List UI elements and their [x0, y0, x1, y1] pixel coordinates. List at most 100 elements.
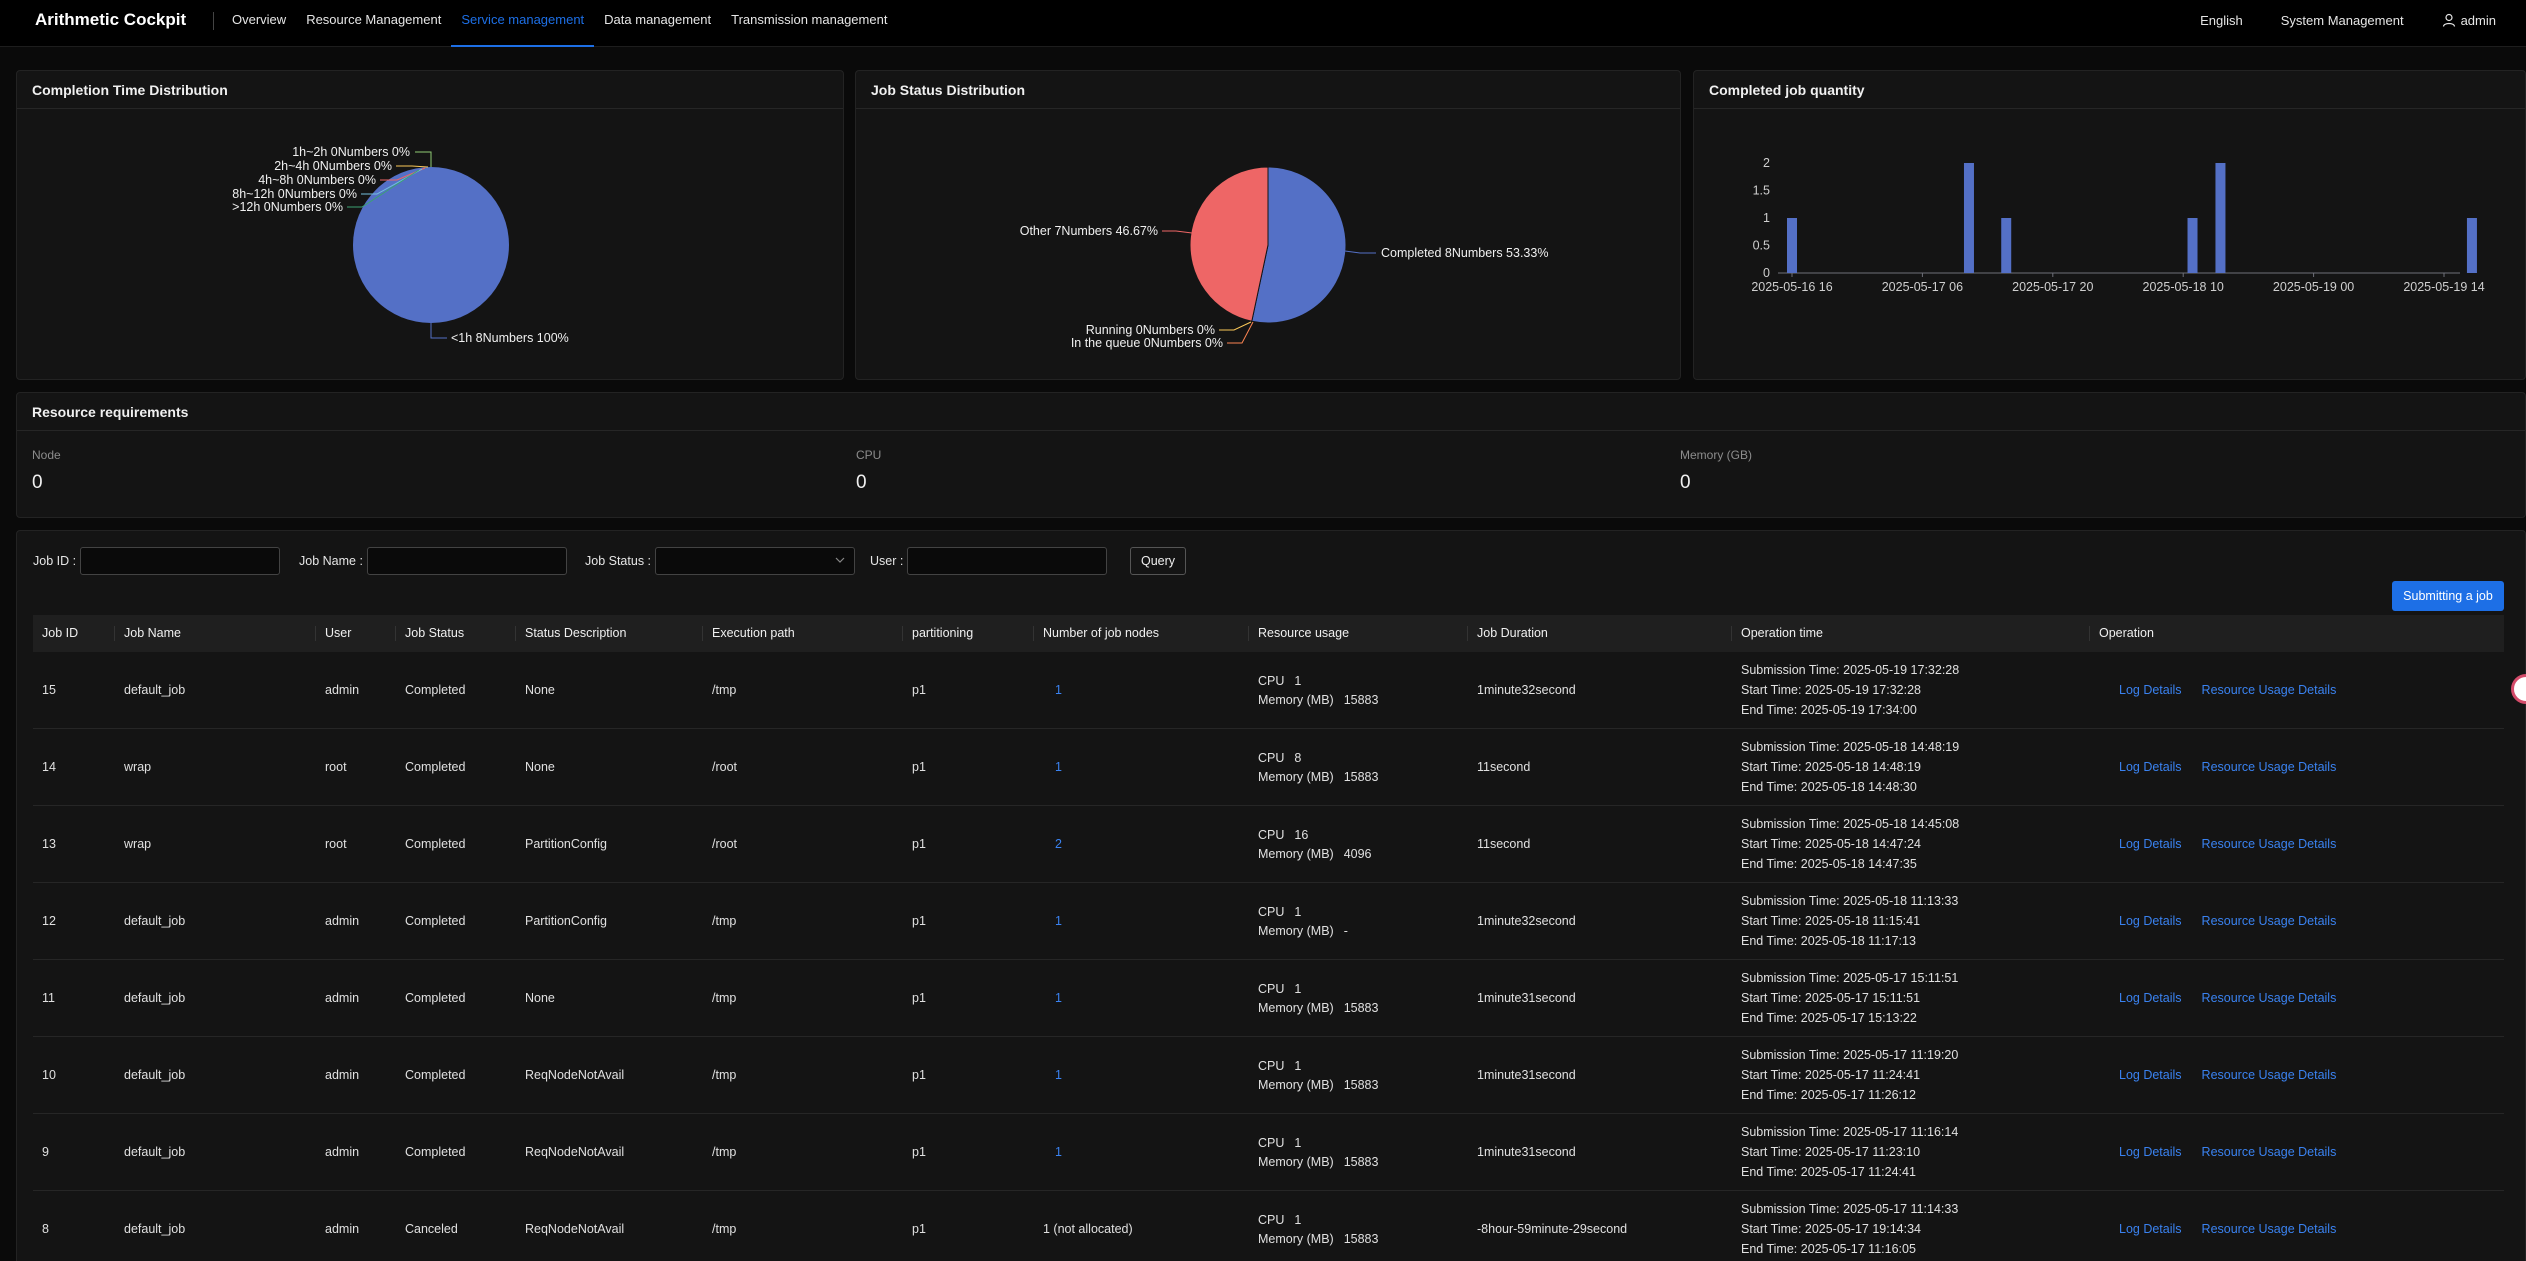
log-details-link[interactable]: Log Details — [2119, 760, 2182, 774]
partition-cell: p1 — [912, 837, 926, 851]
status-description-cell: None — [525, 683, 555, 697]
resource-node-label: Node — [32, 448, 61, 462]
floating-assistant-button[interactable] — [2511, 674, 2526, 704]
job-duration-cell: 1minute32second — [1477, 914, 1576, 928]
job-name-label: Job Name : — [299, 554, 363, 568]
resource-usage-cell: CPU 1 Memory (MB) 15883 — [1249, 960, 1468, 1036]
resource-usage-details-link[interactable]: Resource Usage Details — [2201, 683, 2337, 697]
job-name-cell: default_job — [124, 1145, 186, 1159]
log-details-link[interactable]: Log Details — [2119, 991, 2182, 1005]
query-button[interactable]: Query — [1130, 547, 1186, 575]
job-nodes-link[interactable]: 1 — [1055, 1068, 1062, 1082]
column-header: Operation time — [1732, 615, 2090, 652]
nav-resource-management[interactable]: Resource Management — [306, 12, 442, 27]
cpu-value: 1 — [1294, 904, 1302, 919]
pie-slice[interactable] — [353, 167, 509, 323]
resource-usage-details-link[interactable]: Resource Usage Details — [2201, 1145, 2337, 1159]
job-nodes-text: 1 (not allocated) — [1043, 1222, 1133, 1236]
cpu-label: CPU — [1258, 904, 1285, 919]
resource-usage-details-link[interactable]: Resource Usage Details — [2201, 760, 2337, 774]
nav-service-management[interactable]: Service management — [451, 0, 595, 47]
resource-usage-details-link[interactable]: Resource Usage Details — [2201, 837, 2337, 851]
job-nodes-link[interactable]: 2 — [1055, 837, 1062, 851]
submission-time-value: 2025-05-17 15:11:51 — [1843, 971, 1959, 985]
pie-slice[interactable] — [1251, 166, 1347, 324]
bar[interactable] — [2187, 218, 2198, 273]
job-duration-cell: 1minute31second — [1477, 1145, 1576, 1159]
column-header: Operation — [2099, 626, 2154, 640]
status-description-cell: ReqNodeNotAvail — [525, 1222, 625, 1236]
bar[interactable] — [1787, 218, 1797, 273]
log-details-link[interactable]: Log Details — [2119, 683, 2182, 697]
bar[interactable] — [2466, 218, 2477, 273]
operation-cell: Log Details Resource Usage Details — [2090, 729, 2504, 805]
partition-cell: p1 — [912, 1222, 926, 1236]
x-tick-label: 2025-05-19 00 — [2273, 280, 2354, 294]
cpu-value: 16 — [1294, 827, 1309, 842]
completed-quantity-bar-chart: 0 0.5 1 1.5 2 2025-05-16 16 2025-05-17 06 2025-… — [1751, 156, 2484, 294]
cpu-value: 8 — [1294, 750, 1302, 765]
submission-time-label: Submission Time: — [1741, 1048, 1844, 1062]
end-time-value: 2025-05-19 17:34:00 — [1800, 703, 1917, 717]
job-nodes-link[interactable]: 1 — [1055, 991, 1062, 1005]
log-details-link[interactable]: Log Details — [2119, 914, 2182, 928]
cpu-label: CPU — [1258, 1135, 1285, 1150]
job-nodes-link[interactable]: 1 — [1055, 760, 1062, 774]
resource-usage-details-link[interactable]: Resource Usage Details — [2201, 991, 2337, 1005]
job-id-input[interactable] — [80, 547, 281, 575]
resource-usage-details-link[interactable]: Resource Usage Details — [2201, 914, 2337, 928]
submission-time-value: 2025-05-17 11:16:14 — [1843, 1125, 1959, 1139]
system-management-link[interactable]: System Management — [2280, 12, 2404, 28]
end-time-value: 2025-05-17 11:26:12 — [1800, 1088, 1916, 1102]
operation-cell: Log Details Resource Usage Details — [2090, 1114, 2504, 1190]
status-description-cell: PartitionConfig — [525, 914, 607, 928]
job-nodes-cell: 1 — [1034, 1114, 1249, 1190]
submit-job-button[interactable]: Submitting a job — [2392, 581, 2504, 611]
cpu-value: 1 — [1294, 1135, 1302, 1150]
job-nodes-link[interactable]: 1 — [1055, 914, 1062, 928]
nav-data-management[interactable]: Data management — [604, 12, 712, 27]
start-time-value: 2025-05-18 14:47:24 — [1804, 837, 1921, 851]
pie-slice[interactable] — [1189, 166, 1269, 322]
job-id-cell: 15 — [42, 683, 56, 697]
operation-time-cell: Submission Time: 2025-05-17 11:19:20 Star… — [1732, 1037, 2090, 1113]
bar[interactable] — [2215, 163, 2226, 273]
log-details-link[interactable]: Log Details — [2119, 1222, 2182, 1236]
submission-time-label: Submission Time: — [1741, 663, 1844, 677]
log-details-link[interactable]: Log Details — [2119, 1068, 2182, 1082]
user-menu[interactable]: admin — [2423, 13, 2496, 28]
log-details-link[interactable]: Log Details — [2119, 837, 2182, 851]
resource-usage-details-link[interactable]: Resource Usage Details — [2201, 1068, 2337, 1082]
memory-value: 4096 — [1343, 846, 1372, 861]
user-input[interactable] — [907, 547, 1108, 575]
job-nodes-link[interactable]: 1 — [1055, 1145, 1062, 1159]
job-id-cell: 13 — [42, 837, 56, 851]
log-details-link[interactable]: Log Details — [2119, 1145, 2182, 1159]
operation-time-cell: Submission Time: 2025-05-18 14:45:08 Star… — [1732, 806, 2090, 882]
job-status-select[interactable] — [655, 547, 856, 575]
cpu-label: CPU — [1258, 750, 1285, 765]
user-cell: admin — [325, 1145, 360, 1159]
bar[interactable] — [1963, 163, 1974, 273]
nav-overview[interactable]: Overview — [232, 12, 287, 27]
status-description-cell: ReqNodeNotAvail — [525, 1145, 625, 1159]
job-name-input[interactable] — [366, 547, 567, 575]
cpu-value: 1 — [1294, 673, 1302, 688]
memory-label: Memory (MB) — [1258, 1154, 1334, 1169]
y-tick-label: 1 — [1763, 211, 1770, 225]
nav-transmission-management[interactable]: Transmission management — [731, 12, 888, 27]
completion-time-title: Completion Time Distribution — [17, 71, 843, 109]
pie-leader-line — [1162, 230, 1193, 234]
resource-usage-details-link[interactable]: Resource Usage Details — [2201, 1222, 2337, 1236]
partition-cell: p1 — [912, 991, 926, 1005]
user-cell: admin — [325, 991, 360, 1005]
completed-quantity-card: Completed job quantity 0 0.5 1 1.5 2 2025-05-… — [1693, 70, 2526, 380]
job-nodes-link[interactable]: 1 — [1055, 683, 1062, 697]
operation-cell: Log Details Resource Usage Details — [2090, 652, 2504, 728]
bar[interactable] — [2001, 218, 2012, 273]
language-switch[interactable]: English — [2200, 12, 2243, 28]
resource-usage-cell: CPU 16 Memory (MB) 4096 — [1249, 806, 1468, 882]
end-time-label: End Time: — [1741, 934, 1801, 948]
pie-slice-label: <1h 8Numbers 100% — [451, 331, 569, 345]
job-id-cell: 11 — [42, 991, 55, 1005]
